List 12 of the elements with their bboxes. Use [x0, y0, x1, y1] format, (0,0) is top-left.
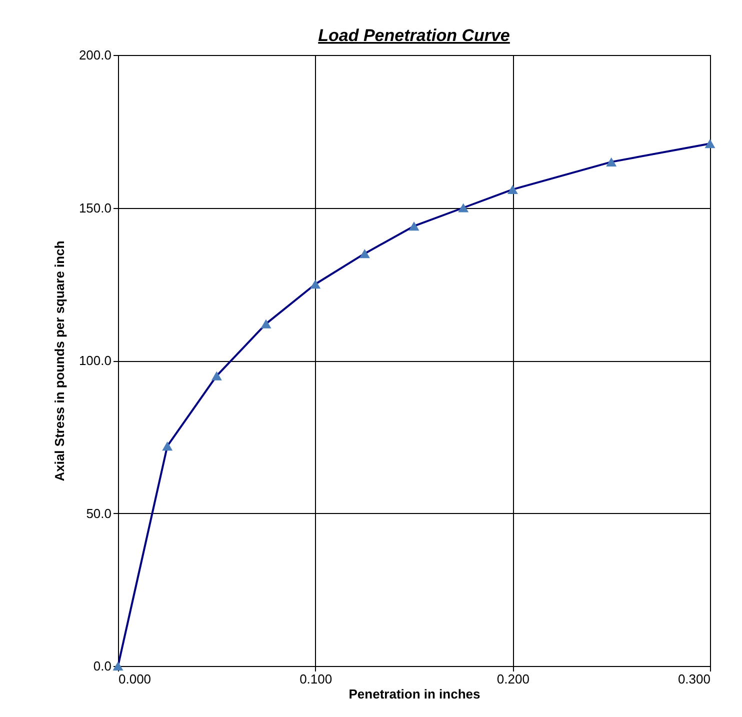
y-tick-label: 200.0: [78, 48, 112, 62]
x-tick-label: 0.000: [118, 672, 152, 686]
y-tick-label: 100.0: [78, 353, 112, 368]
x-tick-label: 0.200: [496, 672, 530, 686]
x-tick-label: 0.100: [300, 672, 332, 686]
y-tick-label: 150.0: [78, 200, 112, 216]
y-tick-label: 0.0: [93, 658, 112, 674]
x-tick-label: 0.300: [678, 672, 710, 686]
chart-title: Load Penetration Curve: [318, 26, 510, 45]
x-axis-title: Penetration in inches: [348, 686, 480, 702]
y-axis-title: Axial Stress in pounds per square inch: [52, 240, 67, 482]
y-tick-label: 50.0: [86, 506, 112, 521]
